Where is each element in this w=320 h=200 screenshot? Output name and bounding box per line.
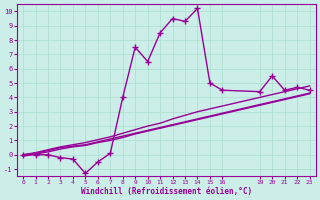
X-axis label: Windchill (Refroidissement éolien,°C): Windchill (Refroidissement éolien,°C) [81,187,252,196]
